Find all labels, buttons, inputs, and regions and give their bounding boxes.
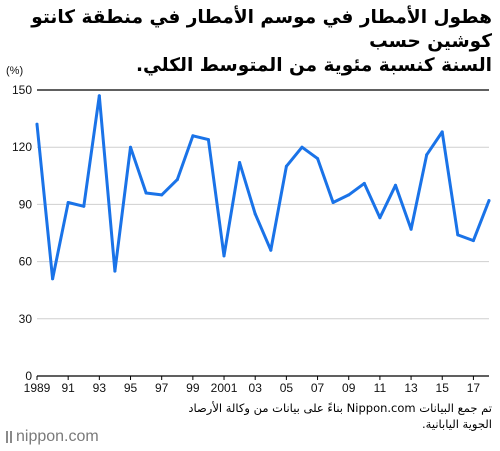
y-unit-label: (%): [6, 65, 23, 77]
data-point-2009: [347, 193, 351, 197]
data-point-2001: [222, 254, 226, 258]
data-point-2010: [362, 181, 366, 185]
x-tick-label-91: 91: [61, 381, 75, 395]
y-tick-label-150: 150: [12, 83, 32, 97]
data-point-2007: [316, 157, 320, 161]
data-point-2000: [206, 138, 210, 142]
data-point-2013: [409, 227, 413, 231]
data-point-1996: [144, 191, 148, 195]
data-point-2017: [471, 239, 475, 243]
x-tick-label-17: 17: [467, 381, 481, 395]
data-point-1999: [191, 134, 195, 138]
data-point-1989: [35, 122, 39, 126]
data-point-1992: [82, 204, 86, 208]
data-point-2008: [331, 201, 335, 204]
data-point-2003: [253, 212, 257, 216]
x-tick-label-13: 13: [404, 381, 418, 395]
x-tick-label-15: 15: [436, 381, 450, 395]
data-point-2012: [394, 183, 397, 187]
x-tick-label-03: 03: [249, 381, 263, 395]
data-point-1993: [97, 94, 101, 98]
data-point-1990: [51, 277, 55, 281]
data-point-2018: [487, 199, 491, 203]
x-tick-label-2001: 2001: [211, 381, 238, 395]
source-note: تم جمع البيانات Nippon.com بناءً على بيا…: [172, 400, 492, 432]
logo-mark-icon: [6, 431, 12, 443]
data-point-2002: [238, 161, 242, 164]
data-point-2015: [440, 130, 444, 134]
x-tick-label-1989: 1989: [24, 381, 51, 395]
data-point-1997: [160, 193, 164, 197]
x-tick-label-05: 05: [280, 381, 294, 395]
y-tick-label-0: 0: [25, 369, 32, 383]
series-line: [35, 94, 491, 281]
chart-title: هطول الأمطار في موسم الأمطار في منطقة كا…: [6, 6, 492, 78]
data-point-2005: [284, 164, 288, 168]
data-point-2016: [456, 233, 460, 237]
x-tick-label-99: 99: [186, 381, 200, 395]
data-point-1998: [175, 178, 179, 182]
y-tick-label-60: 60: [19, 255, 33, 269]
data-point-2004: [269, 248, 273, 252]
data-point-1991: [66, 201, 70, 204]
y-tick-label-90: 90: [19, 197, 33, 211]
y-tick-label-30: 30: [19, 312, 33, 326]
data-point-2006: [300, 145, 304, 149]
x-tick-label-93: 93: [93, 381, 107, 395]
source-line-1: تم جمع البيانات Nippon.com بناءً على بيا…: [188, 401, 492, 415]
x-tick-label-09: 09: [342, 381, 356, 395]
x-tick-label-11: 11: [374, 381, 387, 395]
logo-text: nippon.com: [16, 428, 99, 445]
chart-title-line-2: السنة كنسبة مئوية من المتوسط الكلي.: [135, 55, 492, 76]
data-point-2011: [378, 216, 382, 220]
x-tick-label-97: 97: [155, 381, 169, 395]
x-tick-label-07: 07: [311, 381, 325, 395]
y-tick-label-120: 120: [12, 140, 32, 154]
data-point-1994: [113, 269, 117, 273]
x-tick-label-95: 95: [124, 381, 138, 395]
chart-title-line-1: هطول الأمطار في موسم الأمطار في منطقة كا…: [31, 7, 492, 52]
data-point-2014: [425, 153, 429, 157]
data-point-1995: [129, 145, 132, 149]
line-chart: (%) 0 30 60 90 120 150 1989 91 93 95 97 99 2001 03 05 07…: [6, 65, 491, 395]
source-line-2: الجوية اليابانية.: [422, 417, 492, 431]
nippon-logo: nippon.com: [6, 428, 99, 446]
